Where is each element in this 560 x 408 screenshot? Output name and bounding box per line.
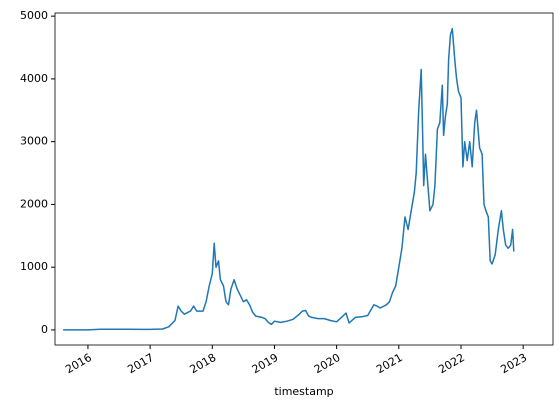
- x-tick-label: 2019: [250, 351, 281, 376]
- x-tick-label: 2022: [436, 351, 467, 376]
- y-tick-label: 0: [41, 323, 48, 336]
- x-tick-label: 2023: [498, 351, 529, 376]
- y-tick-label: 4000: [20, 72, 48, 85]
- y-tick-label: 5000: [20, 9, 48, 22]
- x-axis-label: timestamp: [274, 385, 333, 398]
- x-tick-label: 2017: [125, 351, 156, 376]
- y-tick-label: 2000: [20, 197, 48, 210]
- x-tick-label: 2016: [63, 351, 94, 376]
- x-tick-label: 2020: [312, 351, 343, 376]
- plot-frame: [54, 12, 554, 346]
- y-tick-label: 3000: [20, 135, 48, 148]
- x-tick-label: 2018: [188, 351, 219, 376]
- data-line: [63, 27, 515, 331]
- y-tick-label: 1000: [20, 260, 48, 273]
- x-tick-label: 2021: [374, 351, 405, 376]
